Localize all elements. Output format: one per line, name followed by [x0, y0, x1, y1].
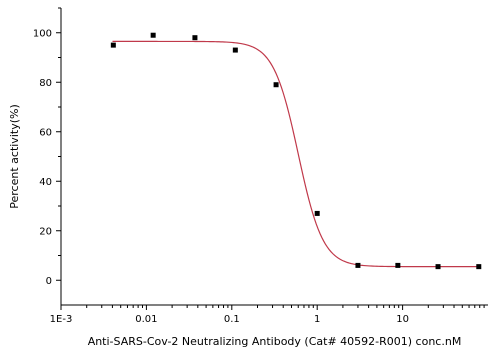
y-tick-label: 0 [46, 276, 52, 287]
x-tick-label: 0.1 [224, 314, 240, 325]
data-point [355, 262, 361, 268]
x-tick-label: 1E-3 [50, 314, 73, 325]
data-point [395, 262, 401, 268]
ticks [56, 7, 485, 310]
axes [60, 8, 488, 306]
x-tick-label: 0.01 [135, 314, 157, 325]
data-point [273, 82, 279, 88]
data-point [435, 264, 441, 270]
data-point [110, 42, 116, 48]
y-axis-title: Percent activity(%) [8, 104, 21, 208]
x-tick-label: 1 [314, 314, 320, 325]
data-points [110, 32, 482, 270]
data-point [192, 35, 198, 41]
data-point [150, 32, 156, 38]
y-tick-label: 100 [33, 28, 52, 39]
data-point [232, 47, 238, 53]
x-tick-label: 10 [396, 314, 409, 325]
data-point [476, 264, 482, 270]
fit-curve [112, 40, 480, 268]
tick-labels: 0 20 40 60 80 100 1E-3 0.01 0.1 1 10 [33, 28, 409, 325]
x-axis-title: Anti-SARS-Cov-2 Neutralizing Antibody (C… [88, 335, 462, 348]
y-tick-label: 80 [39, 78, 52, 89]
y-tick-label: 60 [39, 127, 52, 138]
data-point [314, 210, 320, 216]
y-tick-label: 20 [39, 226, 52, 237]
y-tick-label: 40 [39, 177, 52, 188]
